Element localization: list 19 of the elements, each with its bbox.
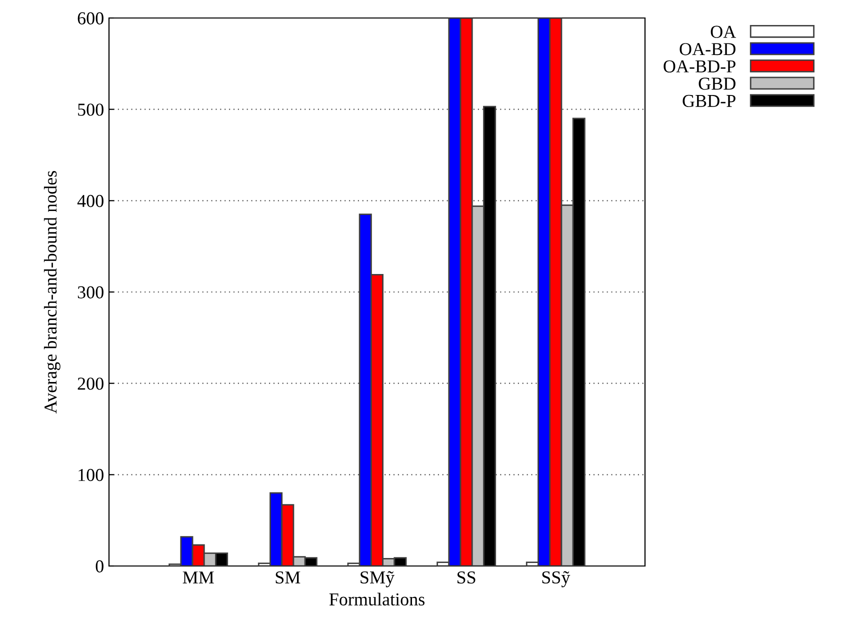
legend-label: GBD-P [682,94,736,108]
legend-label: OA-BD-P [664,60,736,72]
x-tick-label: SSỹ [542,571,570,588]
x-tick-label: SMỹ [360,571,394,588]
legend-label: OA [710,26,736,38]
y-tick-label: 200 [78,378,104,390]
x-tick-label: MM [182,572,214,584]
y-tick-label: 600 [78,12,104,24]
y-tick-label: 100 [78,468,104,482]
y-tick-label: 500 [78,104,104,116]
y-tick-label: 0 [96,560,104,572]
y-tick-label: 300 [78,286,104,298]
x-axis-title: Formulations [329,592,424,606]
legend-label: OA-BD [680,43,736,56]
x-tick-label: SM [276,571,300,584]
x-tick-label: SS [458,571,476,584]
y-tick-label: 400 [77,194,104,208]
legend-label: GBD [698,78,736,90]
y-axis-title: Average branch-and-bound nodes [44,170,60,414]
